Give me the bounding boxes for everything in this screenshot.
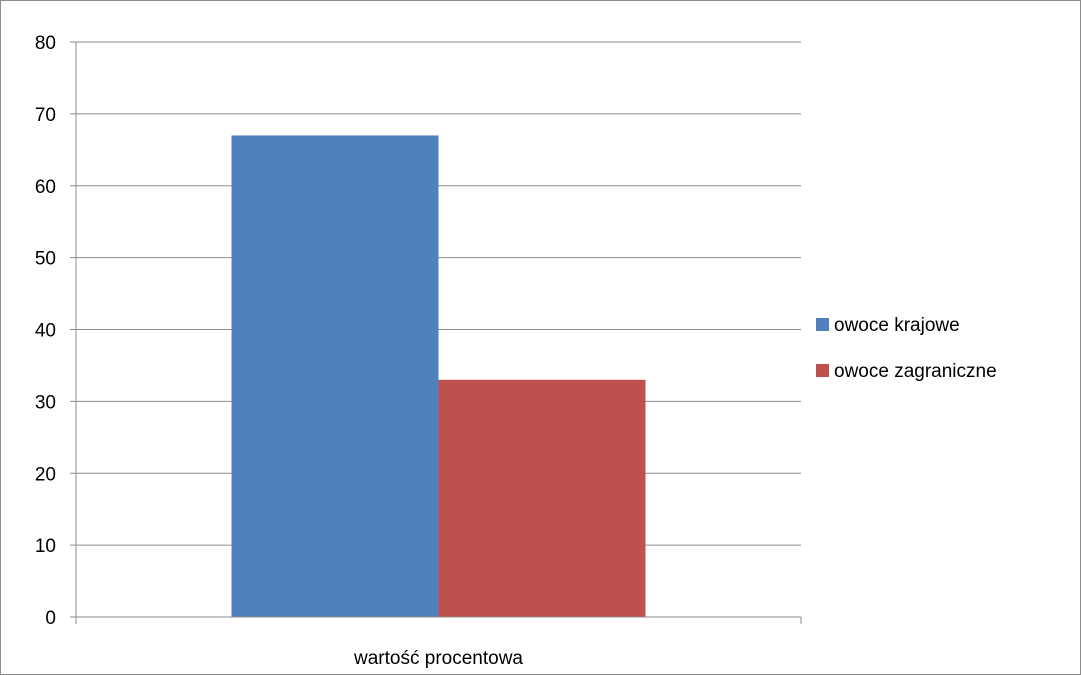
y-axis-ticks: 0 10 20 30 40 50 60 70 80 — [35, 33, 802, 629]
y-tick-label: 60 — [35, 177, 56, 198]
y-tick-label: 30 — [35, 392, 56, 413]
y-tick-label: 20 — [35, 464, 56, 485]
legend-label: owoce krajowe — [834, 315, 960, 336]
y-tick-label: 80 — [35, 33, 56, 54]
x-category-label: wartość procentowa — [353, 648, 523, 669]
legend: owoce krajowe owoce zagraniczne — [816, 315, 997, 382]
y-tick-label: 0 — [45, 608, 56, 629]
y-tick-label: 70 — [35, 105, 56, 126]
legend-swatch-owoce-zagraniczne — [816, 364, 829, 377]
y-tick-label: 10 — [35, 536, 56, 557]
legend-swatch-owoce-krajowe — [816, 318, 829, 331]
x-axis-labels: wartość procentowa — [353, 648, 523, 669]
y-tick-label: 40 — [35, 321, 56, 342]
legend-label: owoce zagraniczne — [834, 361, 997, 382]
bar-owoce-krajowe — [231, 135, 439, 617]
bars — [231, 135, 646, 617]
bar-owoce-zagraniczne — [438, 379, 646, 617]
y-tick-label: 50 — [35, 249, 56, 270]
